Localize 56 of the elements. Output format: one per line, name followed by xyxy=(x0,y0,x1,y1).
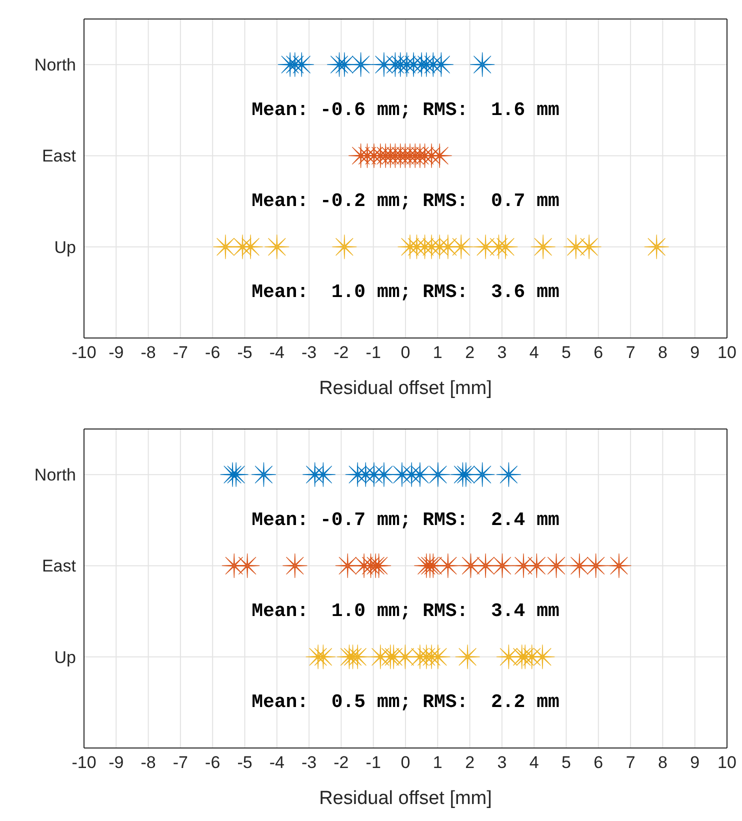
x-tick-label: 5 xyxy=(562,753,571,772)
x-tick-label: 3 xyxy=(497,343,507,362)
x-tick-label: -8 xyxy=(140,343,156,362)
x-tick-label: 4 xyxy=(529,753,539,772)
annotation: Mean: 1.0 mm; RMS: 3.6 mm xyxy=(250,280,560,304)
annotation: Mean: -0.7 mm; RMS: 2.4 mm xyxy=(250,508,560,532)
x-tick-label: 9 xyxy=(690,343,700,362)
x-axis-title: Residual offset [mm] xyxy=(319,788,492,809)
x-tick-label: -6 xyxy=(205,753,220,772)
x-tick-label: 2 xyxy=(465,343,475,362)
x-tick-label: -6 xyxy=(205,343,220,362)
x-tick-label: -1 xyxy=(366,343,381,362)
y-tick-label: East xyxy=(42,146,76,166)
y-tick-label: North xyxy=(34,466,76,485)
x-tick-label: 8 xyxy=(658,753,668,772)
annotation: Mean: 1.0 mm; RMS: 3.4 mm xyxy=(250,599,560,624)
x-tick-label: -9 xyxy=(108,753,124,772)
x-tick-label: 10 xyxy=(718,343,736,362)
x-tick-label: 0 xyxy=(400,753,410,772)
x-tick-label: -4 xyxy=(269,753,284,772)
x-tick-label: -2 xyxy=(334,753,349,772)
x-tick-label: 4 xyxy=(529,343,539,362)
x-tick-label: 7 xyxy=(626,753,636,772)
x-tick-label: -10 xyxy=(72,753,96,772)
x-tick-label: -5 xyxy=(237,343,252,362)
x-tick-label: -10 xyxy=(72,343,96,362)
x-tick-label: -3 xyxy=(301,343,317,362)
x-tick-label: -4 xyxy=(269,343,284,362)
x-tick-label: 9 xyxy=(690,753,700,772)
x-tick-label: -2 xyxy=(334,343,349,362)
x-tick-label: 6 xyxy=(594,343,604,362)
x-tick-label: 6 xyxy=(594,753,604,772)
x-tick-label: 5 xyxy=(562,343,571,362)
x-tick-label: -9 xyxy=(108,343,124,362)
x-tick-label: 2 xyxy=(465,753,475,772)
x-tick-label: 1 xyxy=(432,343,442,362)
y-tick-label: Up xyxy=(54,238,76,257)
y-tick-label: East xyxy=(42,556,76,576)
x-tick-label: -1 xyxy=(366,753,381,772)
x-tick-label: 8 xyxy=(658,343,668,362)
x-tick-label: 0 xyxy=(400,343,410,362)
annotation: Mean: -0.6 mm; RMS: 1.6 mm xyxy=(250,98,560,122)
y-tick-label: North xyxy=(34,56,76,75)
y-tick-label: Up xyxy=(54,648,76,667)
x-tick-label: 1 xyxy=(432,753,442,772)
x-tick-label: -7 xyxy=(172,753,188,772)
annotation: Mean: -0.2 mm; RMS: 0.7 mm xyxy=(250,189,560,214)
x-tick-label: 7 xyxy=(626,343,636,362)
x-tick-label: 10 xyxy=(718,753,736,772)
x-tick-label: -7 xyxy=(172,343,188,362)
x-tick-label: -3 xyxy=(301,753,317,772)
x-tick-label: 3 xyxy=(497,753,507,772)
x-axis-title: Residual offset [mm] xyxy=(319,378,492,399)
annotation: Mean: 0.5 mm; RMS: 2.2 mm xyxy=(250,690,560,714)
x-tick-label: -8 xyxy=(140,753,156,772)
x-tick-label: -5 xyxy=(237,753,252,772)
